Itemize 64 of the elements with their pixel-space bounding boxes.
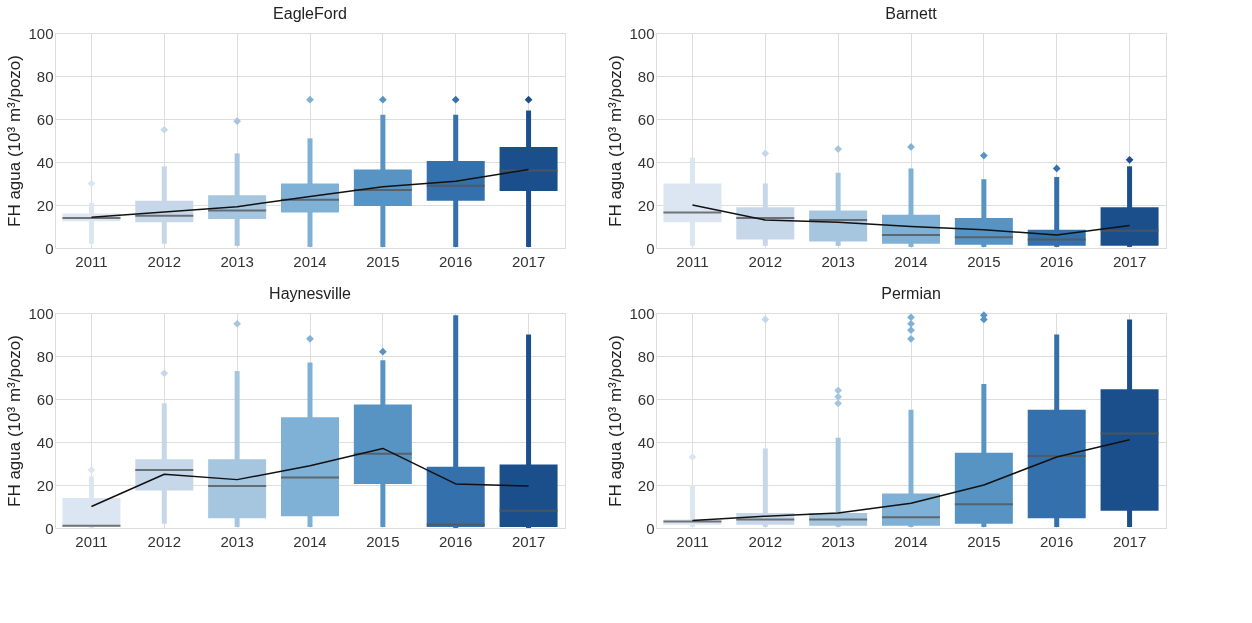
line-series — [691, 204, 1131, 236]
x-tick-label: 2017 — [511, 252, 546, 270]
x-tick-label: 2017 — [1112, 532, 1147, 550]
chart-title: Permian — [881, 285, 941, 302]
y-tick-label: 60 — [637, 390, 655, 408]
line-series — [691, 439, 1131, 522]
x-tick-label: 2011 — [75, 252, 108, 270]
y-tick-label: 60 — [637, 110, 655, 128]
x-tick-label: 2012 — [147, 532, 181, 550]
y-axis-title: FH agua (10³ m³/pozo) — [606, 335, 626, 507]
x-tick-label: 2015 — [366, 532, 400, 550]
x-tick-label: 2014 — [894, 532, 928, 550]
y-tick-label: 0 — [646, 239, 655, 257]
y-tick-label: 100 — [629, 24, 655, 42]
chart-title: Haynesville — [269, 285, 352, 302]
x-tick-label: 2015 — [967, 532, 1001, 550]
y-tick-label: 20 — [637, 196, 655, 214]
y-axis-title: FH agua (10³ m³/pozo) — [606, 55, 626, 227]
y-tick-label: 80 — [36, 67, 54, 85]
chart-title: EagleFord — [273, 5, 347, 22]
y-tick-label: 60 — [36, 390, 54, 408]
x-tick-label: 2014 — [894, 252, 928, 270]
line-series — [90, 447, 530, 508]
y-tick-label: 40 — [36, 153, 54, 171]
x-tick-label: 2013 — [821, 252, 855, 270]
x-tick-label: 2016 — [439, 252, 473, 270]
y-axis-title: FH agua (10³ m³/pozo) — [5, 335, 25, 507]
y-tick-label: 100 — [28, 304, 54, 322]
y-tick-label: 20 — [36, 196, 54, 214]
chart-title: Barnett — [885, 5, 938, 22]
x-tick-label: 2013 — [220, 532, 254, 550]
x-tick-label: 2015 — [967, 252, 1001, 270]
x-tick-label: 2013 — [220, 252, 254, 270]
x-tick-label: 2012 — [748, 252, 782, 270]
x-tick-label: 2011 — [676, 532, 709, 550]
y-tick-label: 0 — [45, 519, 54, 537]
x-tick-label: 2016 — [1040, 532, 1074, 550]
y-tick-label: 80 — [637, 67, 655, 85]
x-tick-label: 2012 — [147, 252, 181, 270]
y-tick-label: 80 — [637, 347, 655, 365]
y-tick-label: 40 — [637, 153, 655, 171]
x-tick-label: 2016 — [1040, 252, 1074, 270]
y-tick-label: 100 — [28, 24, 54, 42]
x-tick-label: 2016 — [439, 532, 473, 550]
y-tick-label: 20 — [637, 476, 655, 494]
y-tick-label: 40 — [637, 433, 655, 451]
y-tick-label: 40 — [36, 433, 54, 451]
x-tick-label: 2012 — [748, 532, 782, 550]
x-tick-label: 2017 — [1112, 252, 1147, 270]
x-tick-label: 2013 — [821, 532, 855, 550]
y-tick-label: 100 — [629, 304, 655, 322]
x-tick-label: 2015 — [366, 252, 400, 270]
y-tick-label: 80 — [36, 347, 54, 365]
x-tick-label: 2011 — [676, 252, 709, 270]
x-tick-label: 2014 — [293, 252, 327, 270]
y-tick-label: 60 — [36, 110, 54, 128]
line-series — [90, 168, 530, 219]
x-tick-label: 2017 — [511, 532, 546, 550]
x-tick-label: 2014 — [293, 532, 327, 550]
y-tick-label: 20 — [36, 476, 54, 494]
y-tick-label: 0 — [45, 239, 54, 257]
y-axis-title: FH agua (10³ m³/pozo) — [5, 55, 25, 227]
y-tick-label: 0 — [646, 519, 655, 537]
x-tick-label: 2011 — [75, 532, 108, 550]
